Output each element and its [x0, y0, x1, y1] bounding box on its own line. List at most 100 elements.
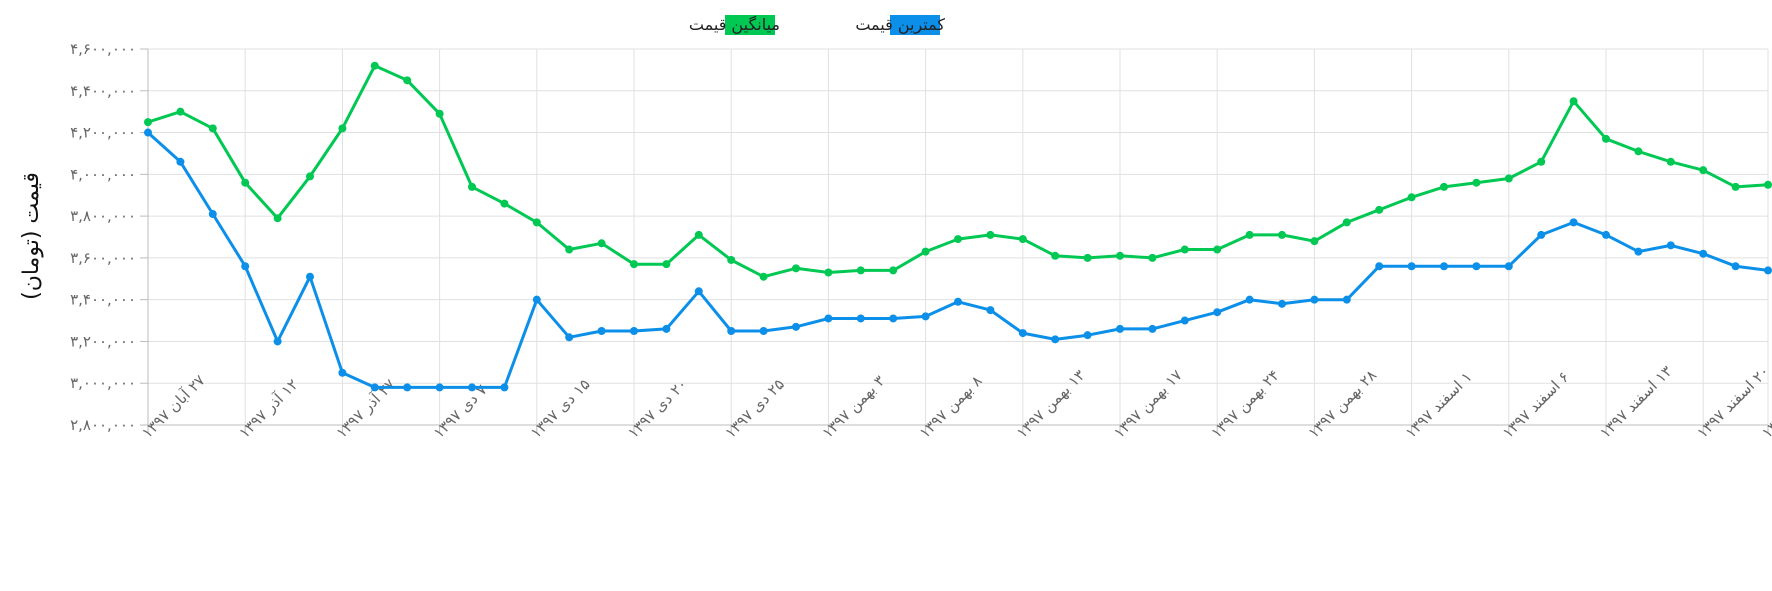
data-point-minimum[interactable] — [759, 327, 768, 335]
data-point-average[interactable] — [630, 260, 638, 269]
data-point-average[interactable] — [1245, 230, 1254, 239]
data-point-minimum[interactable] — [468, 383, 476, 392]
data-point-average[interactable] — [889, 266, 898, 275]
data-point-average[interactable] — [856, 266, 865, 275]
data-point-average[interactable] — [986, 230, 995, 239]
data-point-minimum[interactable] — [1537, 230, 1546, 239]
data-point-minimum[interactable] — [1180, 316, 1189, 325]
data-point-average[interactable] — [727, 255, 736, 264]
data-point-average[interactable] — [1018, 235, 1027, 244]
data-point-average[interactable] — [1310, 237, 1319, 246]
data-point-minimum[interactable] — [986, 306, 995, 315]
data-point-average[interactable] — [435, 109, 444, 118]
data-point-average[interactable] — [759, 272, 768, 281]
data-point-minimum[interactable] — [1472, 262, 1481, 271]
data-point-minimum[interactable] — [565, 333, 574, 342]
data-point-average[interactable] — [532, 218, 541, 227]
data-point-minimum[interactable] — [208, 210, 217, 219]
data-point-minimum[interactable] — [176, 157, 185, 166]
data-point-average[interactable] — [370, 61, 379, 70]
data-point-minimum[interactable] — [144, 128, 152, 137]
data-point-average[interactable] — [1180, 245, 1189, 254]
data-point-average[interactable] — [1602, 134, 1610, 143]
data-point-minimum[interactable] — [338, 368, 347, 377]
data-point-average[interactable] — [824, 268, 833, 277]
data-point-minimum[interactable] — [1504, 262, 1513, 271]
data-point-minimum[interactable] — [1440, 262, 1448, 271]
data-point-minimum[interactable] — [1602, 230, 1610, 239]
data-point-average[interactable] — [1213, 245, 1222, 254]
data-point-average[interactable] — [306, 172, 314, 181]
data-point-average[interactable] — [597, 239, 606, 248]
data-point-minimum[interactable] — [241, 262, 250, 271]
data-point-average[interactable] — [1569, 97, 1578, 106]
data-point-minimum[interactable] — [1148, 324, 1157, 333]
data-point-average[interactable] — [338, 124, 347, 133]
data-point-average[interactable] — [694, 230, 703, 239]
data-point-minimum[interactable] — [1018, 329, 1027, 338]
data-point-minimum[interactable] — [1569, 218, 1578, 227]
data-point-minimum[interactable] — [1342, 295, 1351, 304]
data-point-average[interactable] — [1440, 182, 1448, 191]
data-point-minimum[interactable] — [921, 312, 930, 321]
legend-swatch-minimum[interactable] — [890, 15, 940, 35]
data-point-minimum[interactable] — [403, 383, 412, 392]
data-point-minimum[interactable] — [954, 297, 962, 306]
data-point-minimum[interactable] — [1083, 331, 1092, 340]
data-point-average[interactable] — [241, 178, 250, 187]
data-point-average[interactable] — [1472, 178, 1481, 187]
data-point-average[interactable] — [1764, 180, 1772, 189]
data-point-minimum[interactable] — [1116, 324, 1124, 333]
data-point-minimum[interactable] — [597, 327, 606, 335]
data-point-minimum[interactable] — [532, 295, 541, 304]
data-point-minimum[interactable] — [889, 314, 898, 323]
data-point-average[interactable] — [1537, 157, 1546, 166]
data-point-minimum[interactable] — [1375, 262, 1384, 271]
data-point-minimum[interactable] — [306, 272, 314, 281]
data-point-minimum[interactable] — [500, 383, 509, 392]
data-point-average[interactable] — [403, 76, 412, 85]
data-point-average[interactable] — [144, 118, 152, 127]
data-point-average[interactable] — [662, 260, 671, 269]
data-point-minimum[interactable] — [1764, 266, 1772, 275]
data-point-minimum[interactable] — [1407, 262, 1416, 271]
data-point-average[interactable] — [1375, 205, 1384, 214]
data-point-average[interactable] — [1278, 230, 1286, 239]
data-point-average[interactable] — [1342, 218, 1351, 227]
data-point-minimum[interactable] — [1731, 262, 1740, 271]
data-point-average[interactable] — [500, 199, 509, 208]
data-point-minimum[interactable] — [1245, 295, 1254, 304]
data-point-average[interactable] — [176, 107, 185, 116]
data-point-average[interactable] — [1116, 251, 1124, 260]
data-point-minimum[interactable] — [727, 327, 736, 335]
data-point-average[interactable] — [921, 247, 930, 256]
data-point-minimum[interactable] — [856, 314, 865, 323]
data-point-average[interactable] — [954, 235, 962, 244]
data-point-minimum[interactable] — [630, 327, 638, 335]
data-point-minimum[interactable] — [1699, 249, 1708, 258]
data-point-minimum[interactable] — [273, 337, 282, 346]
data-point-minimum[interactable] — [1634, 247, 1643, 256]
data-point-average[interactable] — [1504, 174, 1513, 183]
data-point-average[interactable] — [1148, 253, 1157, 262]
legend-label-minimum[interactable]: کمترین قیمت — [855, 15, 945, 35]
data-point-minimum[interactable] — [662, 324, 671, 333]
legend-label-average[interactable]: میانگین قیمت — [689, 15, 780, 35]
data-point-average[interactable] — [1699, 166, 1708, 175]
data-point-average[interactable] — [1666, 157, 1675, 166]
data-point-average[interactable] — [1407, 193, 1416, 202]
data-point-minimum[interactable] — [792, 322, 800, 331]
data-point-minimum[interactable] — [435, 383, 444, 392]
data-point-average[interactable] — [565, 245, 574, 254]
data-point-average[interactable] — [1731, 182, 1740, 191]
data-point-average[interactable] — [792, 264, 800, 273]
data-point-minimum[interactable] — [694, 287, 703, 296]
data-point-average[interactable] — [468, 182, 476, 191]
data-point-average[interactable] — [1634, 147, 1643, 156]
data-point-minimum[interactable] — [824, 314, 833, 323]
data-point-minimum[interactable] — [370, 383, 379, 392]
data-point-average[interactable] — [1083, 253, 1092, 262]
data-point-minimum[interactable] — [1666, 241, 1675, 250]
data-point-minimum[interactable] — [1310, 295, 1319, 304]
legend-swatch-average[interactable] — [725, 15, 775, 35]
